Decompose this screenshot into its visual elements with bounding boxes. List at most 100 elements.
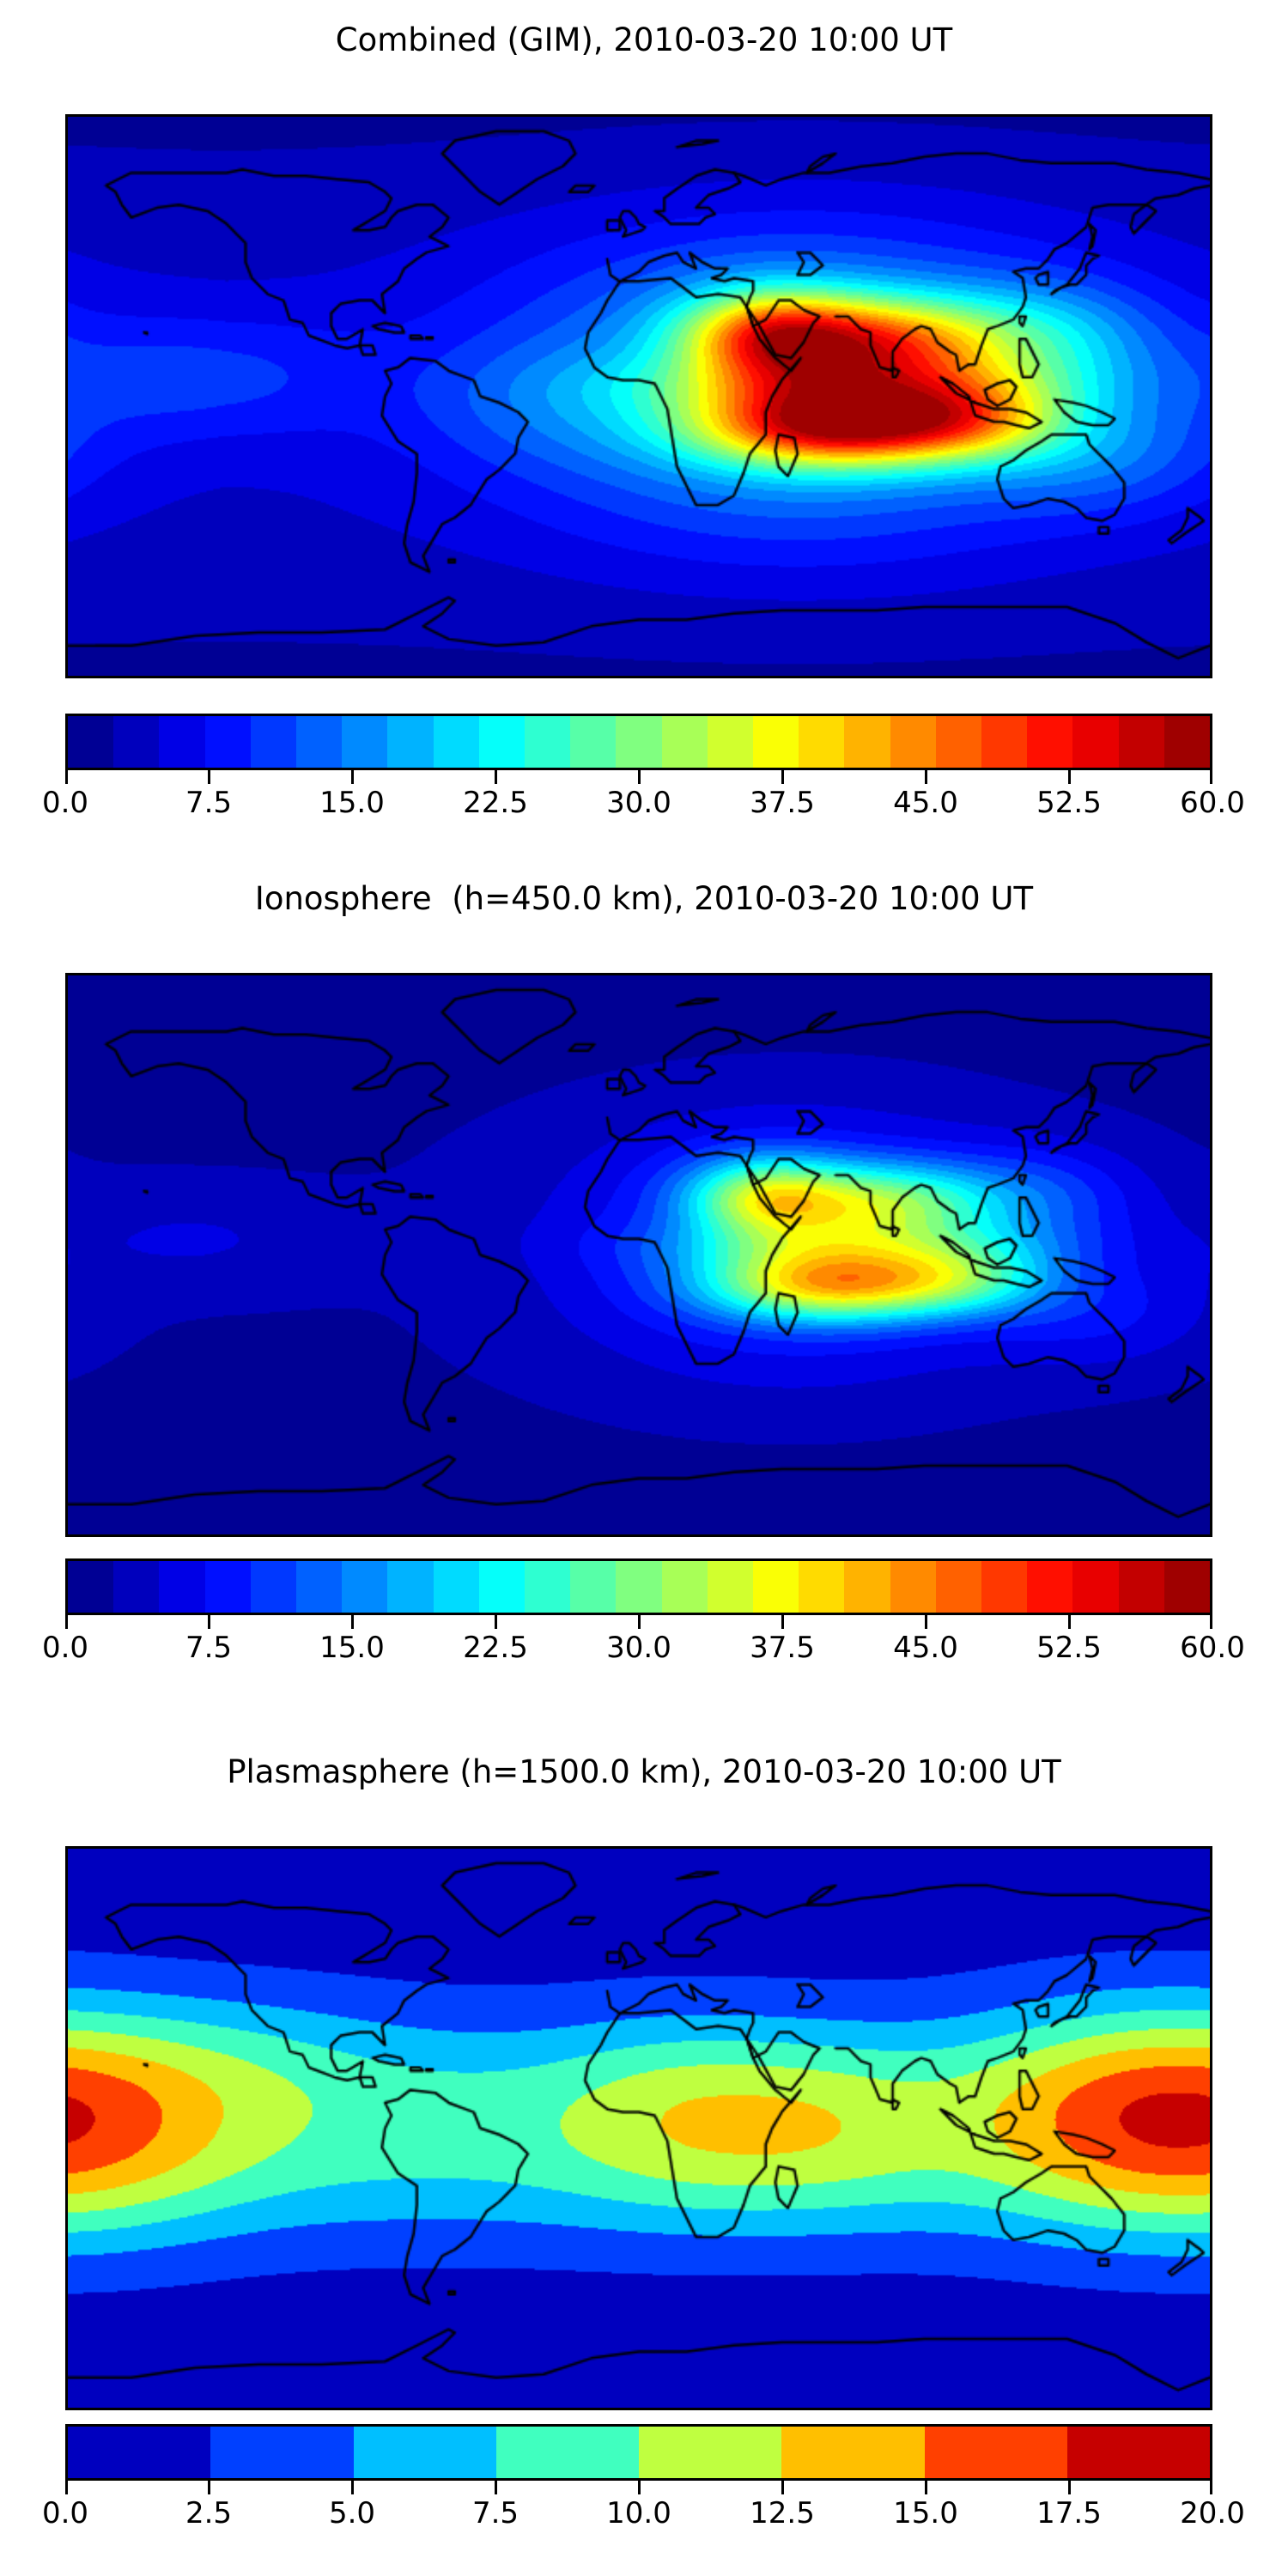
colorbar-tick-label: 15.0 (319, 786, 385, 820)
colorbar-band (68, 1561, 114, 1613)
colorbar-band (1027, 1561, 1073, 1613)
colorbar-tick (1210, 770, 1212, 784)
colorbar-combined-gradient[interactable] (65, 714, 1212, 770)
colorbar-band (525, 716, 571, 768)
colorbar-tick-label: 17.5 (1036, 2496, 1102, 2530)
colorbar-tick (1210, 2481, 1212, 2494)
colorbar-band (981, 1561, 1028, 1613)
colorbar-plasmasphere-ticks (65, 2481, 1212, 2494)
colorbar-tick (351, 1615, 354, 1629)
colorbar-tick-label: 37.5 (750, 1631, 815, 1665)
colorbar-ionosphere-labels: 0.0 7.5 15.0 22.5 30.0 37.5 45.0 52.5 60.0 (42, 1631, 1245, 1674)
colorbar-band (661, 716, 708, 768)
colorbar-band (616, 1561, 662, 1613)
colorbar-band (250, 1561, 297, 1613)
colorbar-tick-label: 2.5 (185, 2496, 233, 2530)
colorbar-band (387, 716, 434, 768)
colorbar-band (707, 716, 754, 768)
map-plasmasphere[interactable] (65, 1846, 1212, 2410)
colorbar-band (799, 716, 845, 768)
panel-plasmasphere: Plasmasphere (h=1500.0 km), 2010-03-20 1… (0, 1717, 1288, 2576)
colorbar-band (478, 716, 526, 768)
colorbar-band (981, 716, 1028, 768)
colorbar-band (844, 716, 890, 768)
colorbar-tick (638, 770, 641, 784)
colorbar-band (924, 2427, 1067, 2478)
colorbar-tick-label: 7.5 (471, 2496, 519, 2530)
colorbar-band (1118, 716, 1164, 768)
colorbar-band (753, 716, 799, 768)
colorbar-band (1163, 716, 1211, 768)
colorbar-band (296, 716, 343, 768)
colorbar-tick (1068, 1615, 1071, 1629)
colorbar-tick (781, 770, 784, 784)
colorbar-tick (781, 2481, 784, 2494)
colorbar-tick (1068, 2481, 1071, 2494)
colorbar-ionosphere: 0.0 7.5 15.0 22.5 30.0 37.5 45.0 52.5 60.0 (42, 1558, 1245, 1679)
colorbar-ionosphere-gradient[interactable] (65, 1558, 1212, 1615)
colorbar-band (342, 716, 388, 768)
colorbar-tick-label: 45.0 (893, 1631, 958, 1665)
colorbar-band (433, 1561, 479, 1613)
colorbar-band (113, 716, 160, 768)
colorbar-tick-label: 15.0 (319, 1631, 385, 1665)
colorbar-band (159, 716, 205, 768)
colorbar-tick-label: 52.5 (1036, 786, 1102, 820)
colorbar-tick-label: 12.5 (750, 2496, 815, 2530)
colorbar-tick-label: 30.0 (606, 1631, 671, 1665)
colorbar-band (68, 2427, 211, 2478)
colorbar-tick (351, 2481, 354, 2494)
colorbar-band (1072, 1561, 1119, 1613)
colorbar-band (204, 716, 251, 768)
colorbar-tick (65, 2481, 68, 2494)
colorbar-combined: 0.0 7.5 15.0 22.5 30.0 37.5 45.0 52.5 60.0 (42, 714, 1245, 834)
colorbar-tick-label: 30.0 (606, 786, 671, 820)
colorbar-band (753, 1561, 799, 1613)
colorbar-tick-label: 52.5 (1036, 1631, 1102, 1665)
colorbar-band (478, 1561, 526, 1613)
colorbar-band (570, 716, 617, 768)
panel-ionosphere: Ionosphere (h=450.0 km), 2010-03-20 10:0… (0, 859, 1288, 1717)
colorbar-tick (351, 770, 354, 784)
colorbar-tick (208, 1615, 210, 1629)
colorbar-tick-label: 0.0 (41, 2496, 89, 2530)
colorbar-band (707, 1561, 754, 1613)
colorbar-band (661, 1561, 708, 1613)
colorbar-tick-label: 20.0 (1180, 2496, 1245, 2530)
panel-title-plasmasphere: Plasmasphere (h=1500.0 km), 2010-03-20 1… (227, 1753, 1061, 1790)
colorbar-band (616, 716, 662, 768)
colorbar-band (639, 2427, 782, 2478)
colorbar-plasmasphere-labels: 0.0 2.5 5.0 7.5 10.0 12.5 15.0 17.5 20.0 (42, 2496, 1245, 2539)
colorbar-plasmasphere-gradient[interactable] (65, 2424, 1212, 2481)
colorbar-plasmasphere: 0.0 2.5 5.0 7.5 10.0 12.5 15.0 17.5 20.0 (42, 2424, 1245, 2544)
colorbar-tick (495, 2481, 497, 2494)
colorbar-band (433, 716, 479, 768)
colorbar-band (113, 1561, 160, 1613)
colorbar-tick (925, 770, 927, 784)
colorbar-tick-label: 15.0 (893, 2496, 958, 2530)
panel-combined-gim: Combined (GIM), 2010-03-20 10:00 UT 0.0 7… (0, 0, 1288, 859)
colorbar-tick (925, 1615, 927, 1629)
colorbar-band (250, 716, 297, 768)
colorbar-tick (925, 2481, 927, 2494)
colorbar-band (781, 2427, 925, 2478)
colorbar-tick-label: 0.0 (41, 786, 89, 820)
colorbar-tick (638, 1615, 641, 1629)
colorbar-band (799, 1561, 845, 1613)
colorbar-band (935, 716, 982, 768)
colorbar-tick-label: 7.5 (185, 786, 233, 820)
colorbar-tick-label: 37.5 (750, 786, 815, 820)
colorbar-tick (1068, 770, 1071, 784)
colorbar-tick (208, 2481, 210, 2494)
colorbar-band (525, 1561, 571, 1613)
map-combined-gim[interactable] (65, 114, 1212, 678)
colorbar-band (1066, 2427, 1210, 2478)
colorbar-tick (1210, 1615, 1212, 1629)
colorbar-band (210, 2427, 354, 2478)
colorbar-tick (65, 1615, 68, 1629)
colorbar-band (68, 716, 114, 768)
colorbar-band (387, 1561, 434, 1613)
map-ionosphere[interactable] (65, 973, 1212, 1537)
colorbar-band (1072, 716, 1119, 768)
